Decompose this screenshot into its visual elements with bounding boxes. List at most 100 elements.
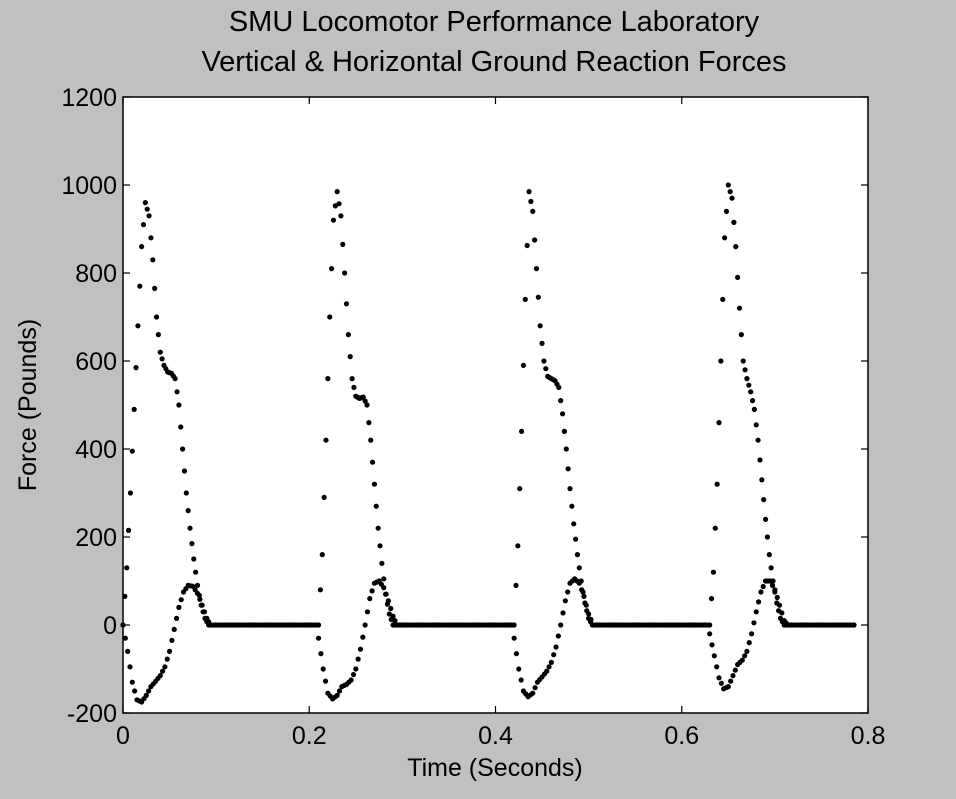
data-point xyxy=(155,332,161,338)
data-point xyxy=(139,244,145,250)
data-point xyxy=(193,569,199,575)
data-point xyxy=(162,664,168,670)
y-axis-ticks: -200 0 200 400 600 800 1000 1200 xyxy=(61,84,868,728)
y-tick-label: 800 xyxy=(75,260,117,288)
y-tick-label: 400 xyxy=(75,436,117,464)
data-point xyxy=(171,626,177,633)
data-point xyxy=(146,688,152,694)
data-point xyxy=(517,486,523,492)
data-point xyxy=(322,678,329,684)
data-point xyxy=(369,588,375,594)
data-point xyxy=(714,664,720,670)
data-point xyxy=(714,481,720,487)
plot-area xyxy=(122,96,869,714)
data-point xyxy=(574,552,581,558)
data-point xyxy=(129,679,135,685)
chart-title-line-2: Vertical & Horizontal Ground Reaction Fo… xyxy=(201,46,786,78)
data-point xyxy=(740,358,746,364)
data-point xyxy=(148,235,154,241)
data-point xyxy=(767,578,773,584)
data-point xyxy=(759,477,765,483)
data-point xyxy=(375,525,381,531)
data-point xyxy=(157,673,163,679)
data-point xyxy=(318,651,324,657)
data-point xyxy=(360,634,366,640)
data-point xyxy=(723,208,730,214)
data-point xyxy=(349,376,355,382)
data-point xyxy=(164,656,170,662)
data-point xyxy=(753,609,759,615)
data-point xyxy=(181,468,188,474)
data-point xyxy=(579,587,585,593)
data-point xyxy=(522,296,528,302)
data-point xyxy=(565,466,571,472)
data-point xyxy=(124,565,130,571)
data-point xyxy=(751,406,757,412)
data-point xyxy=(379,560,385,567)
data-point xyxy=(330,217,337,223)
data-point xyxy=(563,446,569,452)
data-point xyxy=(513,582,519,589)
data-point xyxy=(738,332,744,338)
data-point xyxy=(319,552,325,558)
data-point xyxy=(528,198,534,205)
data-point xyxy=(571,521,577,527)
y-tick-label: 1000 xyxy=(61,172,117,200)
data-point xyxy=(385,598,392,604)
data-point xyxy=(768,565,774,571)
data-point xyxy=(762,516,769,523)
data-point xyxy=(559,411,566,417)
data-point xyxy=(515,543,521,549)
data-point xyxy=(320,666,326,672)
data-point xyxy=(377,543,383,549)
x-tick-label: 0.6 xyxy=(664,722,699,750)
data-point xyxy=(323,437,329,443)
data-point xyxy=(546,664,552,670)
data-point xyxy=(388,605,394,612)
data-point xyxy=(583,602,589,608)
data-point xyxy=(709,642,715,648)
data-point xyxy=(725,182,731,188)
data-point xyxy=(511,635,517,641)
data-point xyxy=(317,587,324,593)
data-point xyxy=(590,622,596,628)
data-point xyxy=(548,659,554,666)
data-point xyxy=(345,332,351,338)
x-tick-label: 0.4 xyxy=(478,722,513,750)
data-point xyxy=(347,354,353,360)
data-point xyxy=(533,266,540,272)
data-point xyxy=(755,599,762,605)
data-point xyxy=(744,376,750,382)
data-point xyxy=(348,677,354,683)
data-point xyxy=(325,376,331,382)
data-point xyxy=(131,406,137,412)
data-point xyxy=(558,398,564,404)
data-point xyxy=(132,688,138,694)
y-tick-label: 0 xyxy=(103,612,117,640)
data-point xyxy=(383,591,389,597)
data-point xyxy=(187,525,193,531)
data-point xyxy=(152,285,158,291)
data-point xyxy=(761,497,767,503)
data-point xyxy=(194,582,201,589)
chart-title-line-1: SMU Locomotor Performance Laboratory xyxy=(229,6,760,38)
data-point xyxy=(343,301,350,307)
data-point xyxy=(362,622,368,628)
data-point xyxy=(157,349,163,355)
data-point xyxy=(776,602,783,608)
data-point xyxy=(357,646,364,652)
data-point xyxy=(556,384,562,390)
data-point xyxy=(189,541,195,547)
data-point xyxy=(143,692,149,699)
data-point xyxy=(718,358,724,364)
data-point xyxy=(558,622,564,628)
data-point xyxy=(731,219,737,225)
x-tick-label: 0 xyxy=(116,722,130,750)
data-point xyxy=(142,200,148,206)
data-point xyxy=(555,633,561,639)
data-point xyxy=(772,587,778,593)
data-point xyxy=(362,398,368,404)
data-point xyxy=(120,622,126,628)
data-point xyxy=(720,296,726,302)
data-point xyxy=(315,635,322,641)
